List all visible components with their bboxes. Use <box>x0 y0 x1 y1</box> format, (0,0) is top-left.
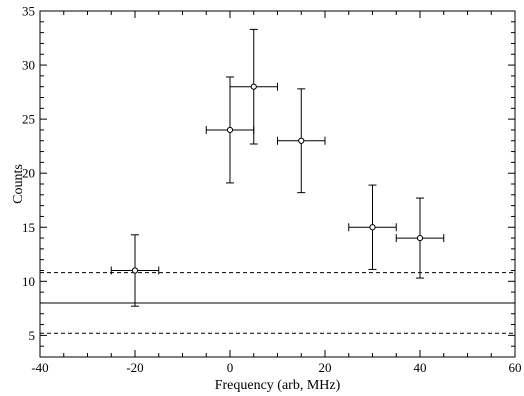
data-marker <box>298 137 305 144</box>
data-marker <box>416 234 424 242</box>
x-tick-label: 20 <box>319 360 332 375</box>
data-marker <box>250 83 257 90</box>
y-tick-label: 15 <box>22 220 35 235</box>
data-point <box>229 28 278 145</box>
x-tick-label: -20 <box>126 360 143 375</box>
y-tick-label: 10 <box>22 274 35 289</box>
data-marker <box>369 224 376 231</box>
y-tick-label: 25 <box>22 112 35 127</box>
plot-frame <box>39 10 516 358</box>
x-tick-label: 0 <box>227 360 234 375</box>
y-tick-label: 5 <box>29 328 36 343</box>
data-point <box>277 88 326 194</box>
reference-lines <box>40 272 515 334</box>
data-point <box>348 184 397 270</box>
x-tick-label: 40 <box>414 360 427 375</box>
y-tick-label: 20 <box>22 166 35 181</box>
data-marker <box>131 267 139 274</box>
data-marker <box>226 126 234 134</box>
y-tick-label: 35 <box>22 4 35 19</box>
axis-ticks <box>39 10 516 358</box>
data-point <box>395 197 445 279</box>
y-tick-label: 30 <box>22 58 35 73</box>
x-tick-label: 60 <box>509 360 522 375</box>
data-points <box>110 28 445 307</box>
y-axis-label: Counts <box>11 164 26 204</box>
x-axis-label: Frequency (arb, MHz) <box>215 378 341 393</box>
x-tick-label: -40 <box>31 360 48 375</box>
tick-labels: -40 -20 0 20 40 60 5 10 15 20 25 30 35 <box>22 4 522 376</box>
data-point <box>110 234 160 307</box>
data-point <box>205 76 255 184</box>
